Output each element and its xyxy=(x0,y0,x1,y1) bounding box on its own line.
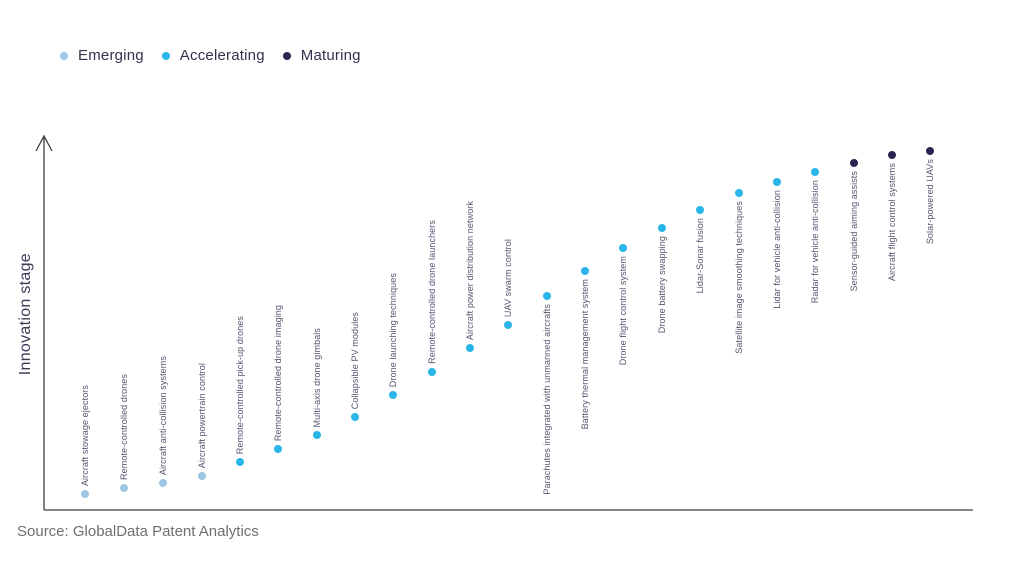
data-point-label: Drone flight control system xyxy=(618,256,628,366)
data-point-label: Satellite image smoothing techniques xyxy=(734,201,744,354)
data-point-label: Aircraft power distribution network xyxy=(465,200,475,340)
data-point-label: Remote-controlled drones xyxy=(119,374,129,480)
data-point xyxy=(696,206,704,214)
data-point-label: Remote-controlled pick-up drones xyxy=(235,315,245,454)
data-point xyxy=(773,178,781,186)
data-point xyxy=(159,479,167,487)
data-point xyxy=(81,490,89,498)
data-point xyxy=(389,391,397,399)
legend-item-maturing: Maturing xyxy=(282,47,361,64)
data-point xyxy=(504,321,512,329)
legend: Emerging Accelerating Maturing xyxy=(60,47,361,64)
data-point xyxy=(811,168,819,176)
y-axis-arrowhead xyxy=(35,134,53,152)
data-point xyxy=(120,484,128,492)
data-point xyxy=(619,244,627,252)
emerging-dot-icon xyxy=(60,51,68,60)
data-point-label: Multi-axis drone gimbals xyxy=(312,327,322,427)
data-point xyxy=(888,151,896,159)
data-point-label: Lidar for vehicle anti-collision xyxy=(772,190,782,309)
data-point-label: Drone launching techniques xyxy=(388,272,398,387)
data-point-label: Radar for vehicle anti-collision xyxy=(810,180,820,304)
data-point xyxy=(351,413,359,421)
data-point xyxy=(274,445,282,453)
data-point-label: Aircraft anti-collision systems xyxy=(158,355,168,475)
data-point-label: Collapsible PV modules xyxy=(350,311,360,409)
data-point-label: Parachutes integrated with unmanned airc… xyxy=(542,304,552,495)
data-point-label: Aircraft flight control systems xyxy=(887,163,897,282)
legend-label: Maturing xyxy=(300,47,361,64)
legend-label: Emerging xyxy=(78,47,144,64)
legend-label: Accelerating xyxy=(179,47,265,64)
maturing-dot-icon xyxy=(282,51,291,60)
data-point xyxy=(543,292,551,300)
data-point-label: Drone battery swapping xyxy=(657,236,667,334)
data-point xyxy=(236,458,244,466)
accelerating-dot-icon xyxy=(161,51,170,60)
data-point xyxy=(850,159,858,167)
data-point-label: Lidar-Sonar fusion xyxy=(695,218,705,294)
data-point-label: Battery thermal management system xyxy=(580,279,590,430)
data-point xyxy=(466,344,474,352)
data-point xyxy=(198,472,206,480)
data-point xyxy=(735,189,743,197)
legend-item-accelerating: Accelerating xyxy=(161,47,265,64)
legend-item-emerging: Emerging xyxy=(60,47,144,64)
data-point-label: Remote-controlled drone launchers xyxy=(427,220,437,364)
data-point xyxy=(926,147,934,155)
data-point-label: Aircraft stowage ejectors xyxy=(80,384,90,486)
data-point-label: UAV swarm control xyxy=(503,238,513,317)
data-point-label: Remote-controlled drone imaging xyxy=(273,304,283,441)
data-point-label: Sensor-guided aiming assists xyxy=(849,171,859,292)
data-point-label: Solar-powered UAVs xyxy=(925,159,935,245)
data-point xyxy=(313,431,321,439)
source-note: Source: GlobalData Patent Analytics xyxy=(17,523,259,540)
data-point-label: Aircraft powertrain control xyxy=(197,362,207,468)
y-axis-title: Innovation stage xyxy=(17,253,34,376)
data-point xyxy=(581,267,589,275)
data-point xyxy=(658,224,666,232)
data-point xyxy=(428,368,436,376)
